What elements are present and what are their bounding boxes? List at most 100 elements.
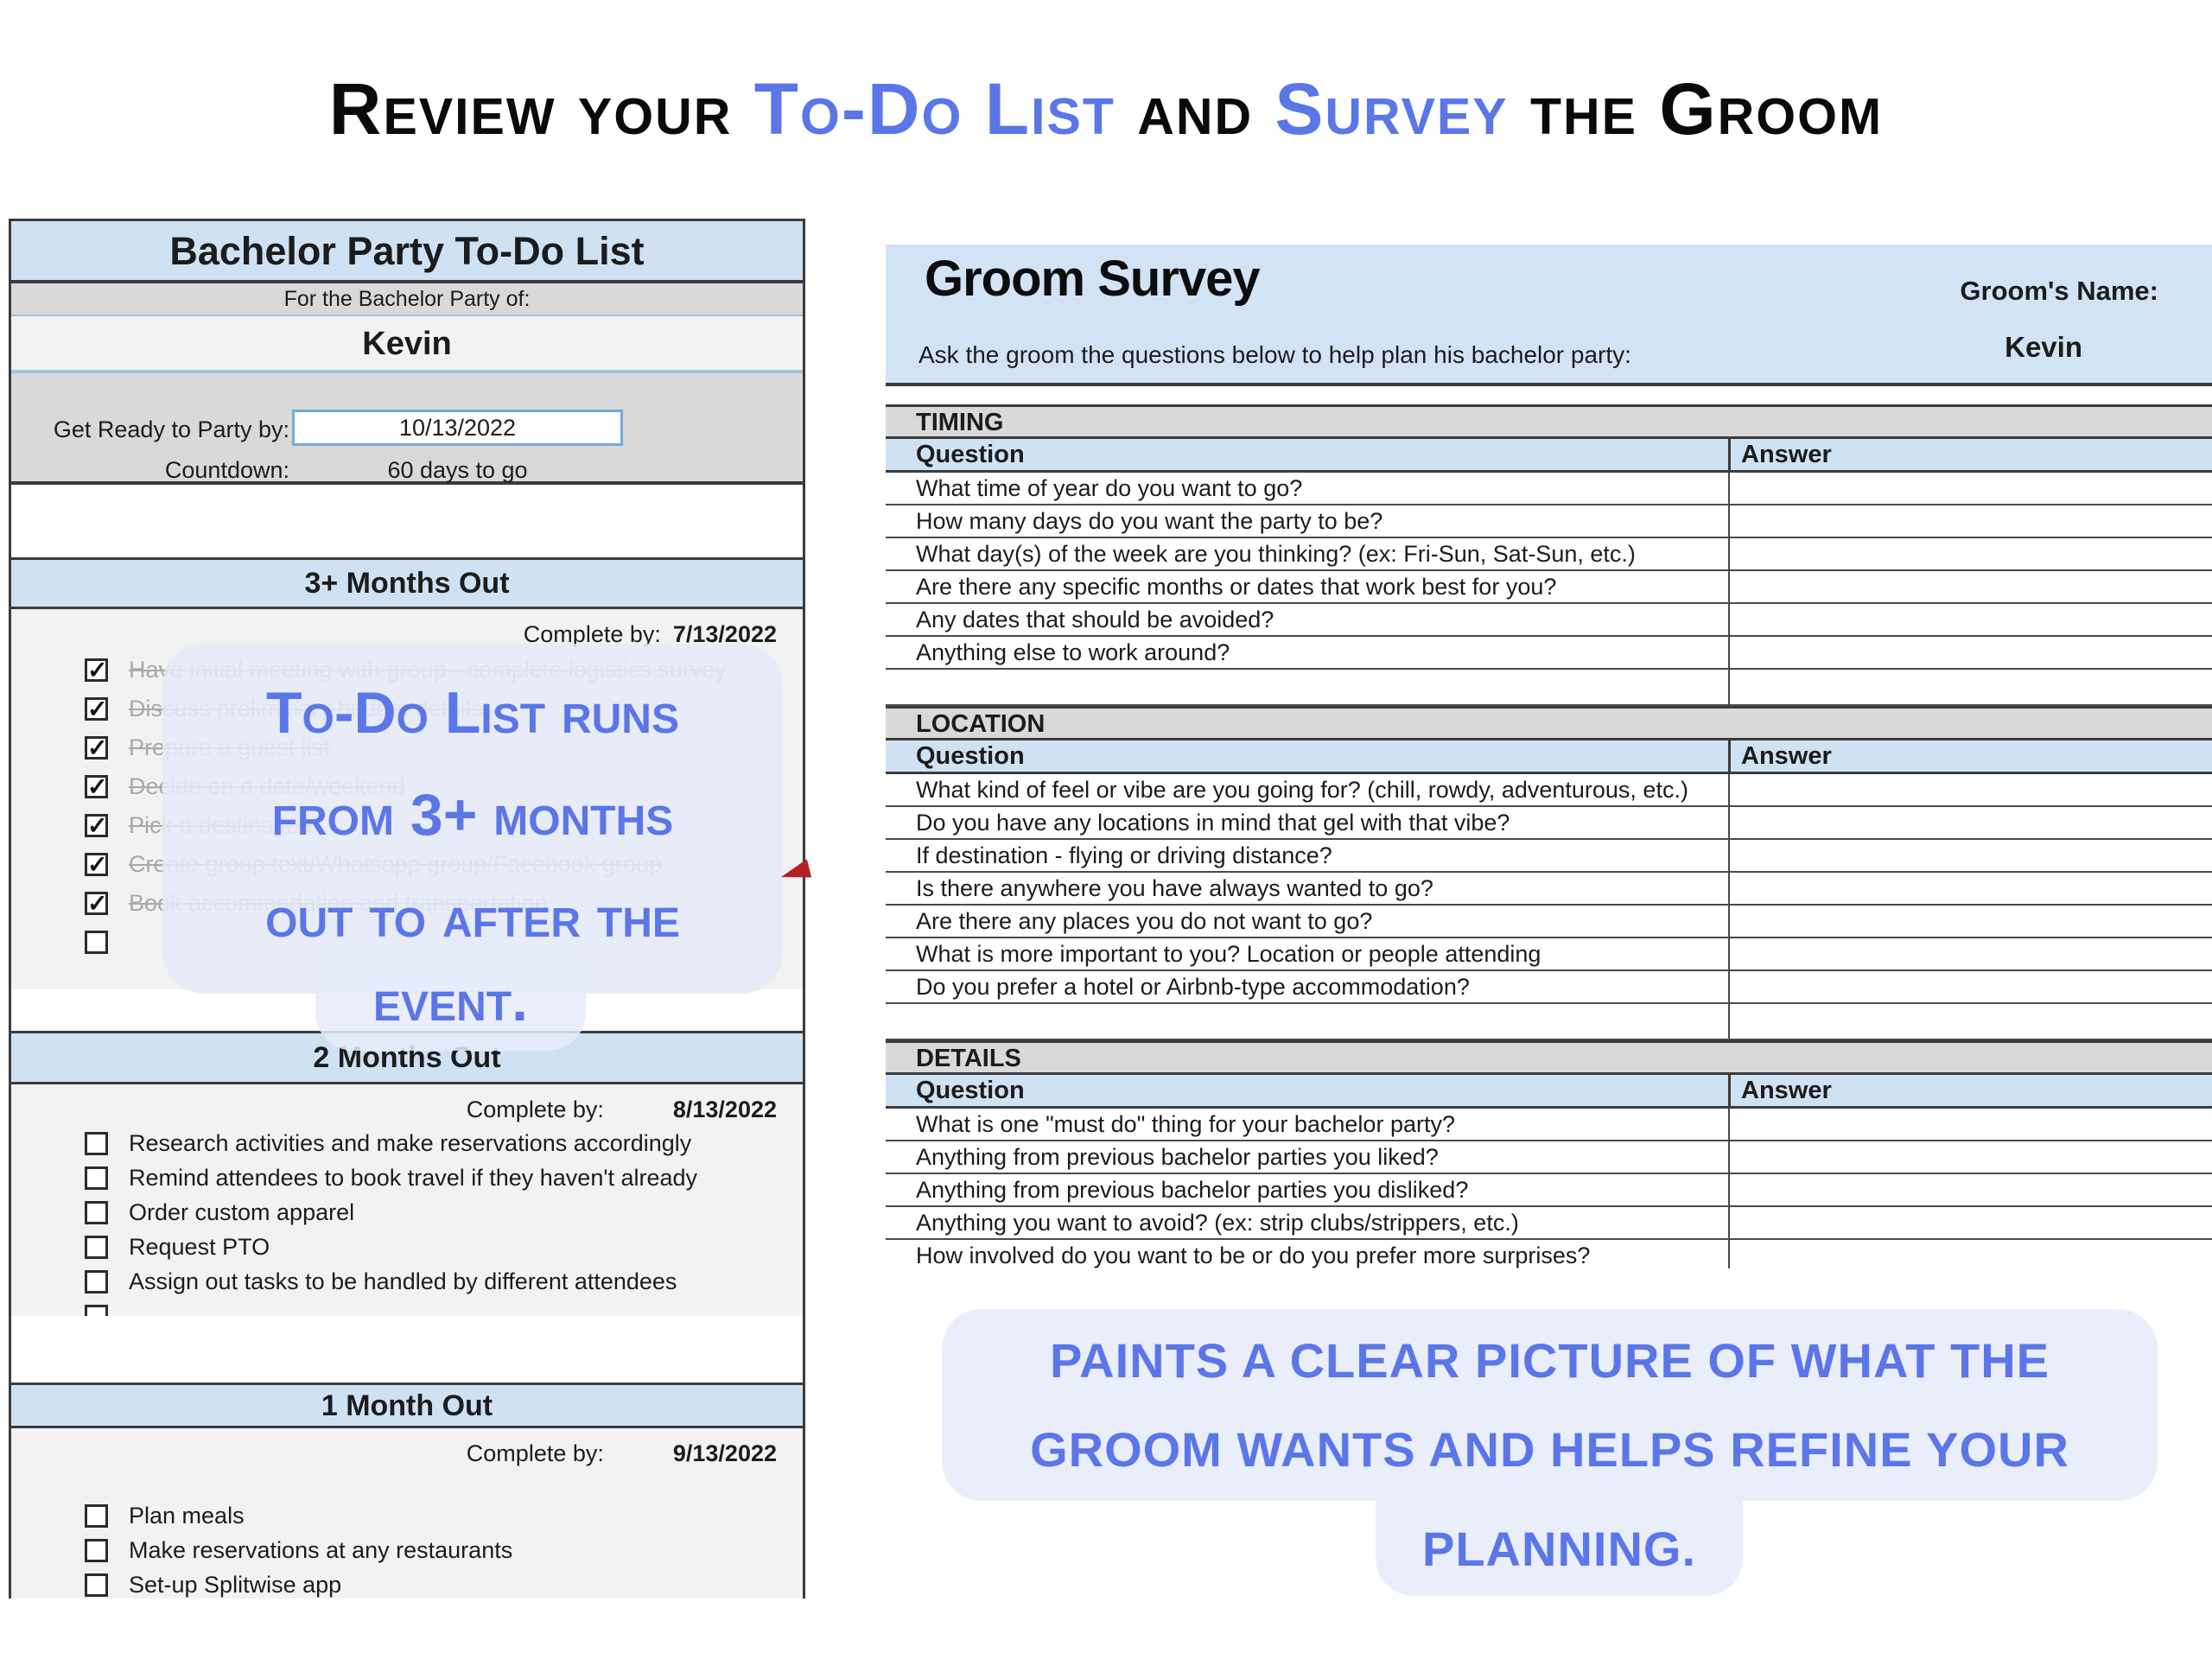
survey-question-row [886,670,2212,706]
todo-item-label: Assign out tasks to be handled by differ… [129,1268,677,1294]
todo-checkbox[interactable]: ✓ [85,1269,108,1294]
todo-checkbox[interactable]: ✓ [85,931,108,954]
todo-checkbox[interactable]: ✓ [85,1573,108,1597]
survey-question-row: Anything else to work around? [886,637,2212,670]
todo-checkbox[interactable]: ✓ [85,812,108,839]
answer-cell[interactable] [1728,906,2212,937]
todo-item: ✓ Order custom apparel [11,1195,803,1230]
answer-cell[interactable] [1728,637,2212,668]
survey-question-row: How involved do you want to be or do you… [886,1240,2212,1268]
answer-cell[interactable] [1728,505,2212,537]
title-segment-todo-list: To-Do List [753,68,1116,150]
answer-cell[interactable] [1728,774,2212,805]
question-column-header: Question [916,1077,1025,1104]
question-column-header: Question [916,441,1025,468]
grooms-name-label: Groom's Name: [1960,276,2158,306]
title-segment: the Groom [1508,68,1884,150]
survey-question-row: Any dates that should be avoided? [886,604,2212,637]
survey-section: DETAILS Question Answer What is one "mus… [886,1040,2212,1268]
survey-question-row: What is one "must do" thing for your bac… [886,1109,2212,1141]
annotation-survey-note: PAINTS A CLEAR PICTURE OF WHAT THE GROOM… [942,1309,2158,1501]
title-segment-survey: Survey [1274,68,1509,150]
todo-section-body: Complete by: 9/13/2022 ✓ Plan meals ✓ Mak… [11,1428,803,1599]
annotation-line: PAINTS A CLEAR PICTURE OF WHAT THE [1049,1333,2050,1388]
complete-by-date: 9/13/2022 [672,1440,777,1466]
todo-checkbox[interactable]: ✓ [85,1166,108,1190]
check-icon: ✓ [87,657,108,683]
answer-cell[interactable] [1728,1240,2212,1268]
todo-checkbox[interactable]: ✓ [85,1503,108,1528]
complete-by-row: Complete by: 7/13/2022 [11,609,803,651]
question-cell: What time of year do you want to go? [916,475,1303,501]
todo-checkbox[interactable]: ✓ [85,1200,108,1224]
todo-checkbox[interactable]: ✓ [85,696,108,722]
answer-cell[interactable] [1728,571,2212,602]
question-cell: Is there anywhere you have always wanted… [916,875,1433,901]
complete-by-row: Complete by: 9/13/2022 [11,1428,803,1470]
answer-cell[interactable] [1728,807,2212,838]
answer-cell[interactable] [1728,473,2212,504]
todo-item-label: Research activities and make reservation… [129,1129,692,1156]
question-cell [886,1004,1728,1039]
survey-question-row: Anything from previous bachelor parties … [886,1141,2212,1174]
question-cell: What is one "must do" thing for your bac… [916,1111,1455,1137]
todo-checkbox[interactable]: ✓ [85,1538,108,1562]
todo-item-label: Request PTO [129,1233,270,1260]
survey-intro: Ask the groom the questions below to hel… [918,341,1631,368]
answer-cell[interactable] [1728,1004,2212,1039]
todo-items: ✓ Plan meals ✓ Make reservations at any … [11,1498,803,1599]
todo-checkbox[interactable]: ✓ [85,1235,108,1259]
todo-checkbox[interactable]: ✓ [85,773,108,800]
answer-cell[interactable] [1728,873,2212,904]
todo-checkbox[interactable]: ✓ [85,890,108,917]
complete-by-date: 8/13/2022 [672,1096,777,1122]
annotation-todo-note-tail: event. [315,950,586,1051]
todo-checkbox[interactable]: ✓ [85,1131,108,1155]
party-info-block: Get Ready to Party by: 10/13/2022 Countd… [11,373,803,485]
survey-question-row: Anything you want to avoid? (ex: strip c… [886,1207,2212,1240]
survey-section: LOCATION Question Answer What kind of fe… [886,706,2212,1040]
answer-cell[interactable] [1728,538,2212,569]
annotation-line: event. [373,968,528,1033]
title-segment: Review your [328,68,754,150]
question-cell: Do you prefer a hotel or Airbnb-type acc… [916,974,1470,1000]
todo-section-title: 3+ Months Out [11,557,803,609]
todo-section: 1 Month Out Complete by: 9/13/2022 ✓ Plan… [11,1382,803,1599]
todo-item-label: Make reservations at any restaurants [129,1536,513,1563]
answer-column-header: Answer [1728,439,2212,470]
survey-question-row: What is more important to you? Location … [886,938,2212,971]
todo-list-title: Bachelor Party To-Do List [11,221,803,283]
todo-checkbox[interactable]: ✓ [85,1304,108,1316]
title-segment: and [1115,68,1275,150]
question-cell: How many days do you want the party to b… [916,508,1383,534]
spacer [11,485,803,557]
survey-question-row: How many days do you want the party to b… [886,505,2212,538]
todo-checkbox[interactable]: ✓ [85,851,108,878]
survey-column-header: Question Answer [886,741,2212,774]
survey-question-row: Anything from previous bachelor parties … [886,1174,2212,1207]
survey-question-row: Are there any specific months or dates t… [886,571,2212,604]
groom-name-value[interactable]: Kevin [11,316,803,373]
answer-cell[interactable] [1728,938,2212,969]
survey-question-row: Do you prefer a hotel or Airbnb-type acc… [886,971,2212,1004]
annotation-line: GROOM WANTS AND HELPS REFINE YOUR [1030,1422,2069,1477]
answer-cell[interactable] [1728,670,2212,704]
annotation-line: PLANNING. [1422,1521,1696,1576]
answer-cell[interactable] [1728,1141,2212,1173]
party-date-input[interactable]: 10/13/2022 [292,410,623,446]
todo-checkbox[interactable]: ✓ [85,734,108,761]
answer-cell[interactable] [1728,1174,2212,1205]
grooms-name-value[interactable]: Kevin [2005,331,2082,363]
answer-cell[interactable] [1728,840,2212,871]
survey-section-header: DETAILS [886,1040,2212,1075]
question-cell: What kind of feel or vibe are you going … [916,777,1688,803]
todo-item: ✓ Plan meals [11,1498,803,1533]
answer-cell[interactable] [1728,1109,2212,1140]
answer-cell[interactable] [1728,971,2212,1002]
answer-cell[interactable] [1728,1207,2212,1238]
todo-checkbox[interactable]: ✓ [85,657,108,683]
answer-cell[interactable] [1728,604,2212,635]
question-cell: Anything from previous bachelor parties … [916,1177,1469,1203]
check-icon: ✓ [87,812,108,839]
